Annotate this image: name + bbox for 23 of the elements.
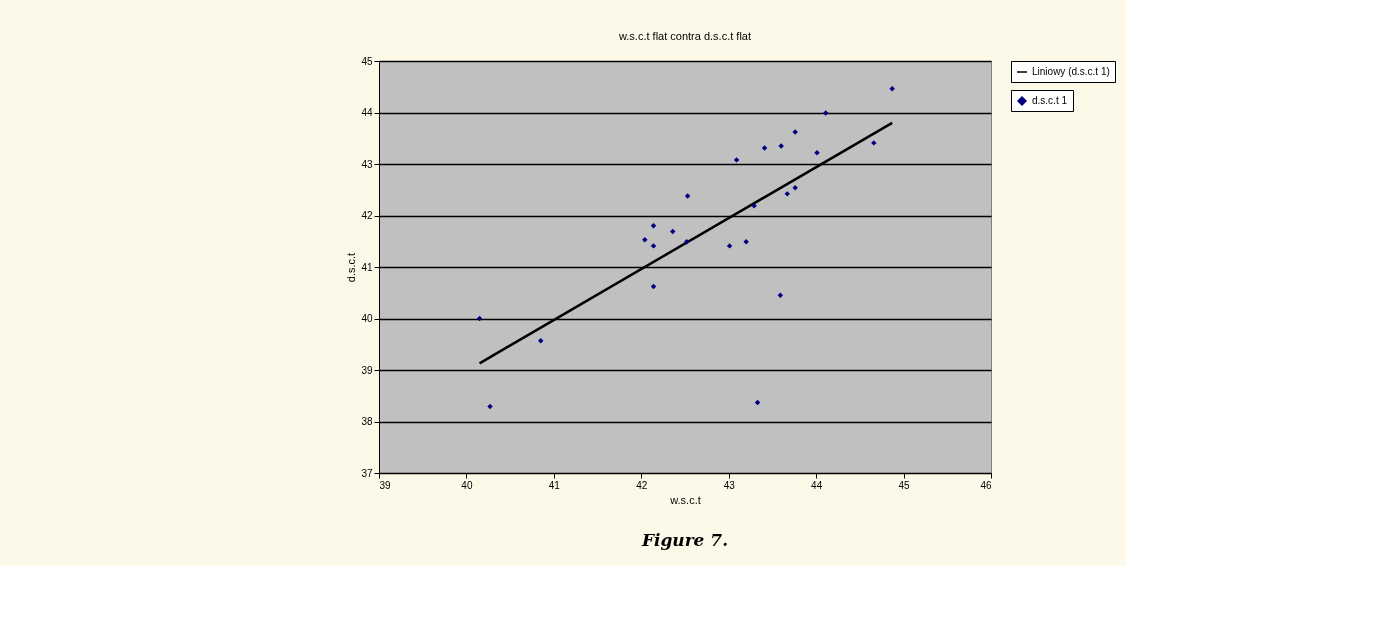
y-tick-label: 41 (361, 261, 373, 273)
legend-label: d.s.c.t 1 (1032, 95, 1068, 106)
x-tick-label: 46 (980, 479, 992, 491)
x-tick-label: 39 (379, 479, 392, 491)
y-tick-label: 38 (361, 416, 373, 427)
x-tick-label: 43 (723, 479, 736, 491)
x-tick-label: 41 (548, 479, 561, 491)
y-tick-label: 37 (361, 467, 373, 479)
caption: Figure 7. (640, 530, 729, 550)
y-tick-label: 43 (361, 158, 373, 170)
x-tick-label: 42 (636, 479, 648, 491)
legend-label: Liniowy (d.s.c.t 1) (1032, 66, 1110, 77)
y-axis-title: d.s.c.t (345, 252, 358, 283)
x-axis-title: w.s.c.t (669, 493, 701, 506)
x-tick-label: 45 (898, 479, 911, 491)
y-tick-label: 45 (361, 55, 373, 67)
y-tick-label: 42 (361, 210, 373, 221)
x-tick-label: 44 (811, 479, 823, 491)
y-tick-label: 40 (361, 313, 373, 324)
x-tick-label: 40 (461, 479, 473, 491)
chart-title: w.s.c.t flat contra d.s.c.t flat (617, 30, 752, 42)
y-tick-label: 39 (361, 364, 373, 376)
y-tick-label: 44 (361, 107, 373, 118)
